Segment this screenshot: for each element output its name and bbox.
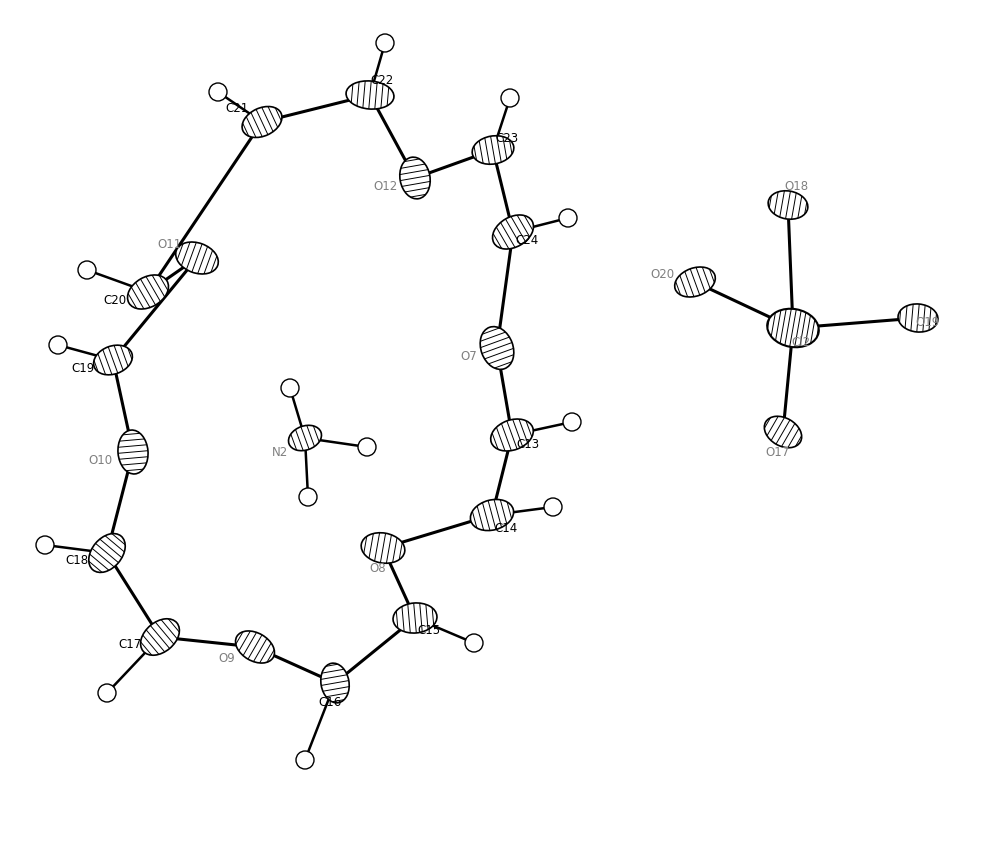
Ellipse shape [768,191,808,219]
Text: O20: O20 [650,268,674,281]
Circle shape [36,536,54,554]
Ellipse shape [493,215,533,249]
Circle shape [559,209,577,227]
Ellipse shape [764,416,802,448]
Text: N2: N2 [272,446,288,459]
Ellipse shape [393,603,437,633]
Text: C20: C20 [103,294,127,307]
Text: C24: C24 [515,233,539,246]
Ellipse shape [289,425,321,451]
Text: C15: C15 [417,624,441,637]
Ellipse shape [346,81,394,109]
Text: O8: O8 [370,562,386,575]
Ellipse shape [767,308,819,347]
Ellipse shape [470,499,514,530]
Text: C17: C17 [118,638,142,651]
Text: C21: C21 [225,101,249,115]
Circle shape [376,34,394,52]
Text: O10: O10 [88,454,112,467]
Circle shape [78,261,96,279]
Circle shape [465,634,483,652]
Text: O19: O19 [916,316,940,329]
Ellipse shape [176,242,218,274]
Ellipse shape [236,631,274,663]
Ellipse shape [898,304,938,332]
Text: O9: O9 [219,652,235,665]
Text: C22: C22 [370,73,394,86]
Ellipse shape [361,533,405,563]
Ellipse shape [321,664,349,702]
Text: Cl2: Cl2 [791,335,811,348]
Ellipse shape [141,619,179,655]
Ellipse shape [128,275,168,309]
Ellipse shape [491,419,533,451]
Circle shape [358,438,376,456]
Text: C19: C19 [71,361,95,374]
Text: C18: C18 [65,555,89,568]
Circle shape [299,488,317,506]
Text: C23: C23 [495,131,519,144]
Circle shape [296,751,314,769]
Ellipse shape [480,327,514,370]
Circle shape [98,684,116,702]
Circle shape [281,379,299,397]
Text: C13: C13 [516,439,540,452]
Ellipse shape [675,267,715,297]
Text: O7: O7 [461,350,477,363]
Ellipse shape [242,106,282,137]
Ellipse shape [472,136,514,164]
Circle shape [209,83,227,101]
Ellipse shape [400,157,430,199]
Ellipse shape [94,346,132,375]
Circle shape [49,336,67,354]
Text: C16: C16 [318,696,342,709]
Circle shape [501,89,519,107]
Text: O17: O17 [766,446,790,459]
Circle shape [544,498,562,516]
Text: O18: O18 [784,181,808,194]
Text: C14: C14 [494,523,518,536]
Circle shape [563,413,581,431]
Text: O11: O11 [157,238,181,251]
Text: O12: O12 [373,180,397,193]
Ellipse shape [89,534,125,573]
Ellipse shape [118,430,148,474]
